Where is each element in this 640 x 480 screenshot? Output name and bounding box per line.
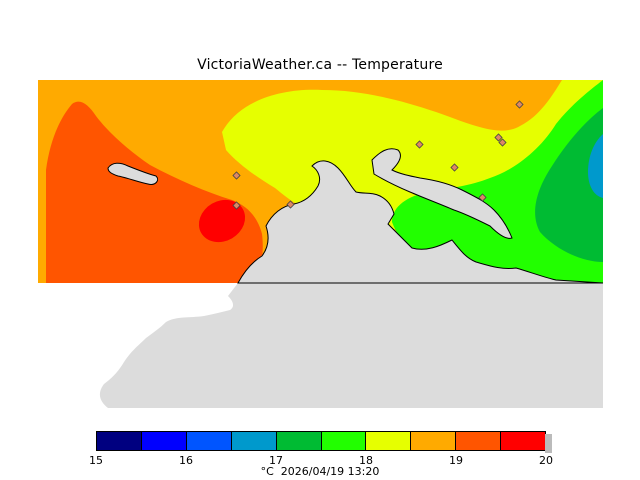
colorbar-swatch: [501, 432, 546, 450]
colorbar-swatch: [231, 432, 277, 450]
station-marker[interactable]: [498, 138, 507, 147]
unit-label: °C: [260, 465, 274, 478]
colorbar-swatch: [276, 432, 322, 450]
colorbar-swatch: [456, 432, 502, 450]
map-title: VictoriaWeather.ca -- Temperature: [197, 57, 443, 73]
colorbar-swatch: [141, 432, 187, 450]
colorbar: [96, 431, 546, 451]
zone-16-5-17: [588, 134, 603, 198]
colorbar-shadow: [545, 434, 552, 453]
station-markers: [232, 100, 524, 210]
temperature-field: [38, 80, 603, 283]
colorbar-tick-label: 19: [449, 454, 463, 467]
footer-text: °C 2026/04/19 13:20: [0, 465, 640, 478]
colorbar-swatch: [366, 432, 412, 450]
timestamp: 2026/04/19 13:20: [280, 465, 380, 478]
southern-coast-land: [237, 160, 604, 284]
zone-19-5-20: [198, 199, 246, 243]
station-marker[interactable]: [450, 163, 459, 172]
station-marker[interactable]: [232, 201, 241, 210]
station-marker[interactable]: [515, 100, 524, 109]
colorbar-tick-label: 20: [539, 454, 553, 467]
colorbar-tick-label: 17: [269, 454, 283, 467]
colorbar-swatch: [186, 432, 232, 450]
station-marker[interactable]: [232, 171, 241, 180]
station-marker[interactable]: [478, 193, 487, 202]
island: [107, 162, 159, 185]
eastern-peninsula: [371, 148, 513, 239]
zone-17-17-5: [535, 108, 603, 262]
station-marker[interactable]: [415, 140, 424, 149]
colorbar-swatch: [321, 432, 367, 450]
colorbar-tick-label: 16: [179, 454, 193, 467]
colorbar-tick-label: 15: [89, 454, 103, 467]
station-marker[interactable]: [494, 133, 503, 142]
colorbar-swatch: [97, 432, 142, 450]
colorbar-swatch: [411, 432, 457, 450]
land-mass: [99, 283, 604, 408]
colorbar-tick-label: 18: [359, 454, 373, 467]
station-marker[interactable]: [286, 200, 295, 209]
